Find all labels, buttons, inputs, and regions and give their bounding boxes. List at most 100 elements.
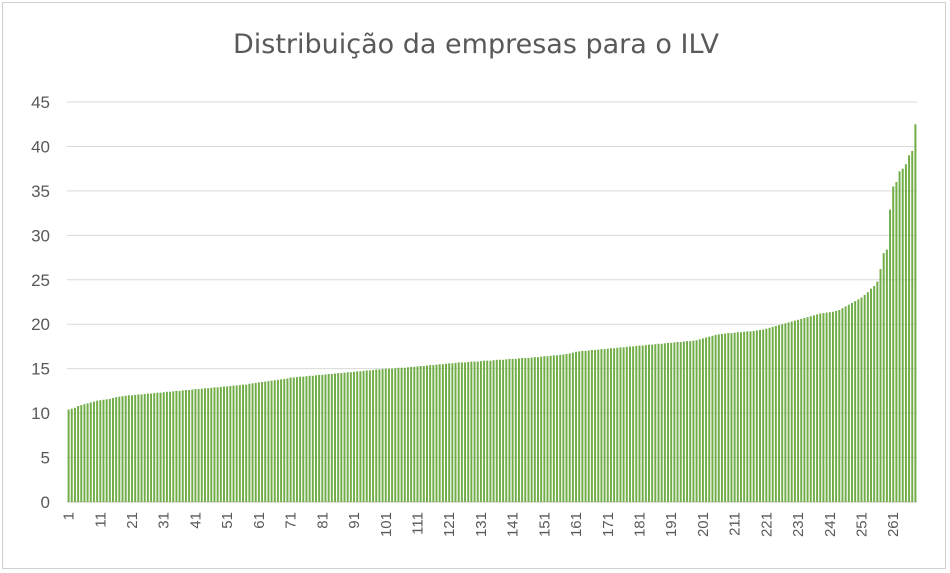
bar [448,363,451,502]
bar [146,393,149,502]
bar [406,367,409,502]
bar [524,358,527,502]
bar [134,394,137,502]
bar [223,386,225,502]
bar [280,379,283,502]
bar [676,342,679,502]
x-tick-label: 251 [853,512,870,537]
bar [809,316,812,502]
bar [667,342,670,502]
bar [153,393,156,502]
bar [816,314,819,502]
y-tick-label: 30 [31,226,50,245]
bar [80,405,83,502]
bar [299,376,302,502]
x-tick-label: 1 [61,512,78,520]
bar [378,369,381,502]
bar [578,351,581,502]
bar [803,318,806,502]
bar [353,371,356,502]
bar [162,392,165,502]
bar [340,373,343,502]
bar [527,358,530,502]
bar [121,396,124,502]
x-tick-label: 241 [822,512,839,537]
bar [844,306,847,502]
bar [391,368,394,502]
bar [654,344,657,502]
bar [908,155,911,502]
bar [641,345,644,502]
x-tick-label: 121 [441,512,458,537]
bar [790,321,793,502]
bar [549,355,552,502]
bar [559,354,562,502]
bar [454,362,457,502]
y-tick-label: 40 [31,137,50,156]
bar [150,393,153,502]
bar [248,383,251,502]
bar [889,209,892,502]
x-tick-label: 101 [378,512,395,537]
bar [885,249,888,502]
bar [533,357,536,502]
x-tick-label: 171 [600,512,617,537]
bar [854,301,857,502]
bar [724,333,727,502]
bar [635,346,638,502]
bar [384,368,387,502]
bar [305,376,308,502]
bar [822,313,825,502]
bar [882,253,885,502]
bar [184,390,187,502]
bar [137,394,140,502]
bar [96,400,99,502]
bar [781,324,784,502]
bar [441,364,444,502]
bar [825,312,828,502]
y-axis-ticks: 0 5 10 15 20 25 30 35 40 45 [31,93,50,512]
x-tick-label: 61 [251,512,268,529]
bar [711,335,714,502]
bar [755,330,758,502]
bar [746,331,749,502]
bar [416,366,419,502]
bar [752,330,755,502]
bar [438,364,441,502]
bar [901,168,904,503]
bar [394,368,397,502]
bar [565,354,568,502]
bar [625,346,628,502]
bar [254,382,257,502]
bar [835,310,838,502]
bar [400,367,403,502]
bar [689,341,692,502]
bar [143,394,146,502]
bar [904,164,907,502]
bar [365,370,368,502]
bar [321,374,324,502]
bar [730,333,733,502]
bar [314,375,317,502]
bar [451,363,454,502]
y-tick-label: 35 [31,182,50,201]
bar [140,394,143,502]
bar [508,358,511,502]
x-tick-label: 211 [727,512,744,536]
bar [188,390,191,502]
bar [540,356,543,502]
y-tick-label: 45 [31,93,50,112]
y-tick-label: 25 [31,271,50,290]
bar [219,386,222,502]
bar [597,349,600,502]
y-tick-label: 5 [41,449,50,468]
x-tick-label: 141 [505,512,522,537]
bar [857,299,860,502]
bar [273,380,276,502]
bar [594,350,597,502]
bar [235,385,238,502]
bar [651,344,654,502]
bar [800,318,803,502]
x-tick-label: 131 [473,512,490,537]
